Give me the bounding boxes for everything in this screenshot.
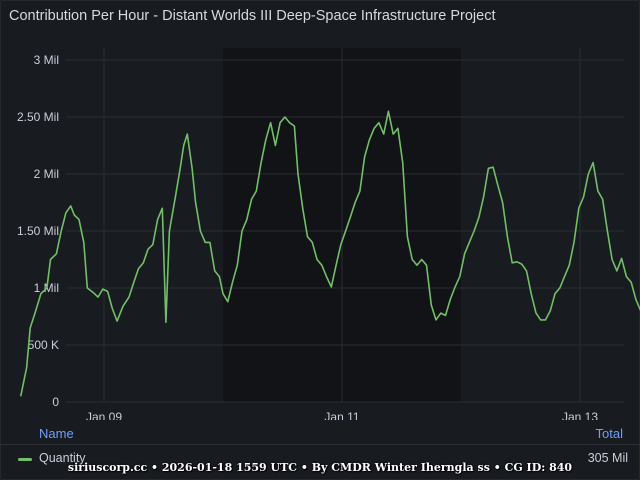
x-tick-label: Jan 13 [562, 410, 598, 420]
y-tick-label: 3 Mil [34, 53, 59, 67]
y-tick-label: 0 [52, 395, 59, 409]
y-tick-label: 1.50 Mil [17, 224, 59, 238]
panel-title[interactable]: Contribution Per Hour - Distant Worlds I… [9, 8, 496, 24]
y-tick-label: 500 K [28, 338, 59, 352]
y-tick-label: 2 Mil [34, 167, 59, 181]
legend-header-total[interactable]: Total [595, 426, 623, 441]
footer-watermark: siriuscorp.cc • 2026-01-18 1559 UTC • By… [67, 461, 573, 474]
x-tick-label: Jan 09 [86, 410, 122, 420]
legend-color-swatch [18, 458, 32, 461]
series-quantity[interactable] [19, 91, 640, 399]
y-tick-label: 2.50 Mil [17, 110, 59, 124]
series-line-segment-0 [19, 110, 640, 397]
legend-series-name[interactable]: Quantity [39, 451, 86, 465]
x-tick-label: Jan 11 [324, 410, 359, 420]
legend-header: Name Total [0, 424, 640, 445]
legend-series-total: 305 Mil [587, 451, 628, 465]
legend-header-name[interactable]: Name [39, 426, 74, 441]
legend-item-quantity[interactable]: Quantity 305 Mil [0, 449, 640, 469]
